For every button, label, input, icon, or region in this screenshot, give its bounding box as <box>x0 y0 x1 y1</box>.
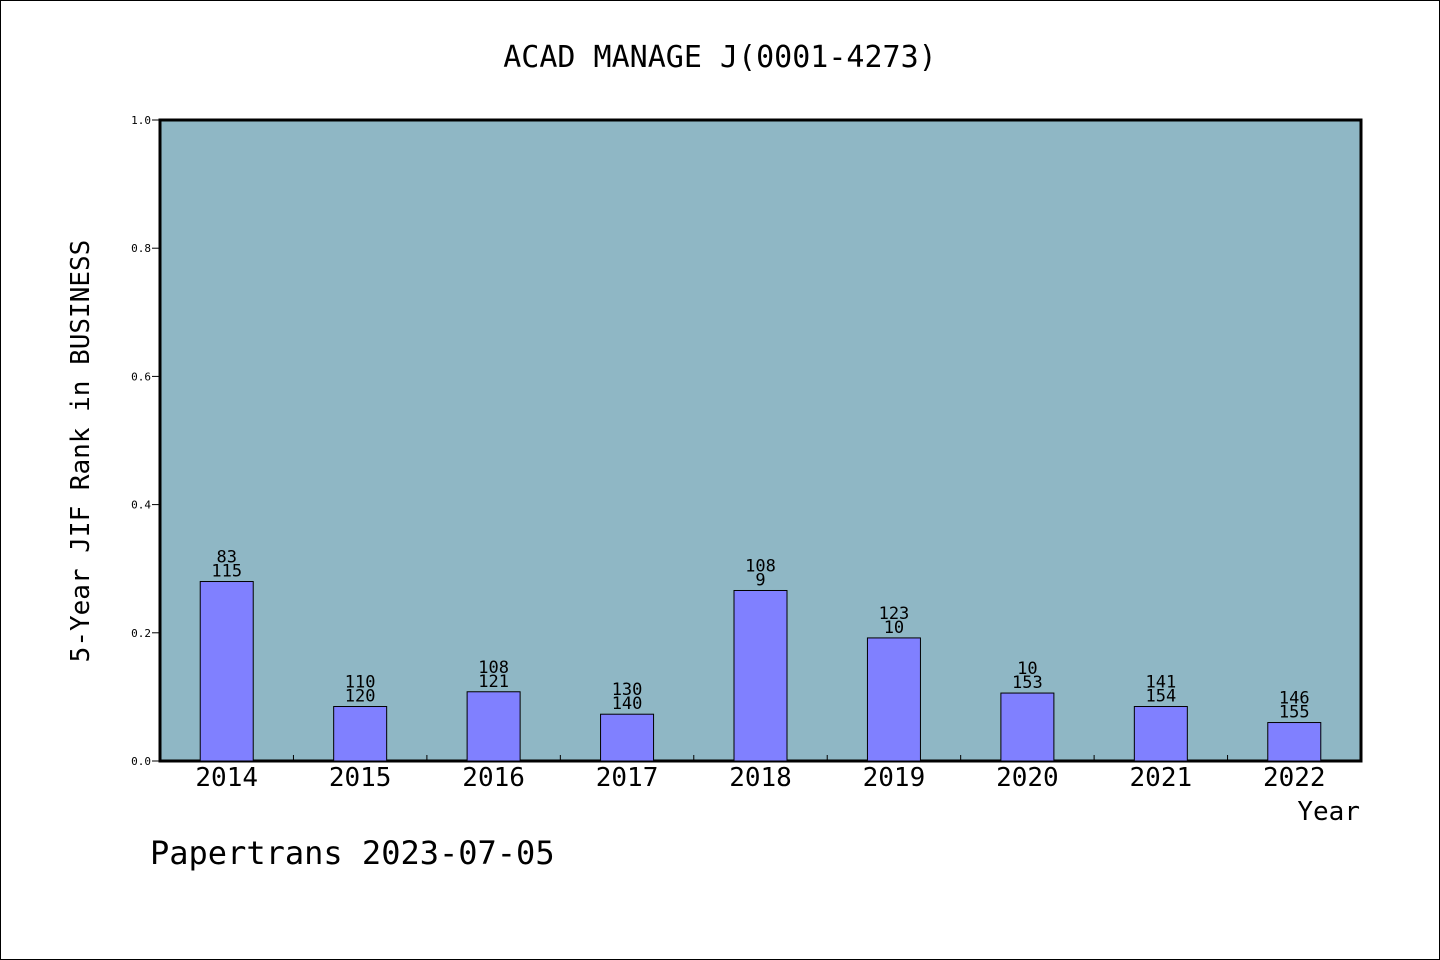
y-tick-label: 0.6 <box>131 370 151 383</box>
footer-credit: Papertrans 2023-07-05 <box>150 834 555 872</box>
bar <box>733 589 788 762</box>
bar <box>600 713 655 762</box>
y-tick-label: 0.4 <box>131 499 151 512</box>
bar <box>333 706 388 762</box>
bar <box>866 637 921 762</box>
x-tick-label: 2017 <box>596 763 659 793</box>
x-axis-label: Year <box>1297 797 1360 827</box>
x-tick-label: 2019 <box>863 763 926 793</box>
y-tick-label: 0.2 <box>131 627 151 640</box>
bar <box>466 691 521 762</box>
x-tick-label: 2016 <box>462 763 525 793</box>
bar-label-top: 141 <box>1145 673 1176 693</box>
bar-label-bottom: 155 <box>1279 703 1310 723</box>
bar-label-top: 146 <box>1279 689 1310 709</box>
x-tick-label: 2018 <box>729 763 792 793</box>
bar-label-top: 130 <box>612 680 643 700</box>
chart-title: ACAD MANAGE J(0001-4273) <box>503 40 936 75</box>
x-tick-label: 2015 <box>329 763 392 793</box>
bar-label-top: 123 <box>879 604 910 624</box>
y-axis-label: 5-Year JIF Rank in BUSINESS <box>66 240 96 663</box>
y-tick-label: 1.0 <box>131 114 151 127</box>
bar-label-top: 10 <box>1017 659 1037 679</box>
bar-label-bottom: 154 <box>1145 687 1176 707</box>
bar-label-bottom: 120 <box>345 687 376 707</box>
y-tick-label: 0.0 <box>131 755 151 768</box>
bar-label-top: 83 <box>216 548 236 568</box>
bar <box>1267 722 1322 762</box>
y-axis-ticks: 0.0 0.2 0.4 0.6 0.8 1.0 <box>131 114 160 768</box>
x-tick-label: 2021 <box>1130 763 1193 793</box>
bar <box>199 581 254 762</box>
bar-label-top: 110 <box>345 673 376 693</box>
x-tick-label: 2020 <box>996 763 1059 793</box>
bar-label-bottom: 115 <box>211 562 242 582</box>
bar-label-bottom: 140 <box>612 694 643 714</box>
bar-label-bottom: 9 <box>755 570 765 590</box>
bar <box>1000 692 1055 762</box>
bar <box>1133 706 1188 762</box>
y-tick-label: 0.8 <box>131 242 151 255</box>
bar-label-bottom: 121 <box>478 672 509 692</box>
x-axis-ticks: 2014 2015 2016 2017 2018 2019 2020 2021 2022 <box>195 755 1326 793</box>
x-tick-label: 2014 <box>195 763 258 793</box>
bar-label-top: 108 <box>745 556 776 576</box>
bars <box>199 581 1322 762</box>
bar-label-top: 108 <box>478 658 509 678</box>
bar-label-bottom: 10 <box>884 618 904 638</box>
x-tick-label: 2022 <box>1263 763 1326 793</box>
bar-label-bottom: 153 <box>1012 673 1043 693</box>
